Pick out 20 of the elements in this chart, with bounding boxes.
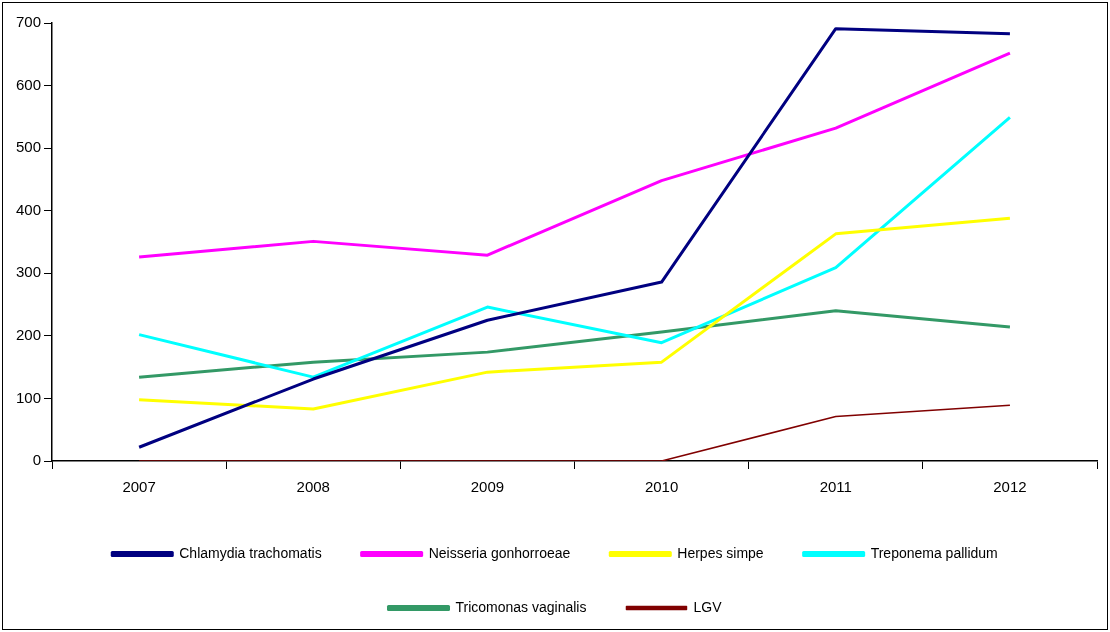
x-tick-label: 2010 (644, 478, 679, 496)
y-tick-label: 100 (16, 388, 42, 406)
y-tick-label: 300 (16, 263, 42, 281)
x-tick-label: 2008 (296, 478, 330, 496)
y-tick-label: 700 (16, 13, 42, 31)
legend-label: Treponema pallidum (870, 544, 998, 561)
legend-label: Neisseria gonhorroeae (428, 544, 571, 561)
legend-label: Tricomonas vaginalis (455, 598, 587, 615)
x-tick-label: 2011 (819, 478, 852, 496)
y-tick-label: 200 (16, 326, 42, 343)
x-tick-label: 2007 (122, 478, 156, 496)
y-tick-label: 500 (16, 138, 42, 156)
y-tick-label: 400 (16, 200, 42, 218)
x-tick-label: 2012 (993, 478, 1027, 496)
legend-label: Herpes simpe (677, 544, 764, 561)
x-tick-label: 2009 (470, 478, 505, 496)
legend-label: Chlamydia trachomatis (179, 544, 322, 561)
y-tick-label: 0 (32, 451, 42, 469)
y-tick-label: 600 (16, 75, 42, 93)
legend-label: LGV (693, 598, 723, 615)
